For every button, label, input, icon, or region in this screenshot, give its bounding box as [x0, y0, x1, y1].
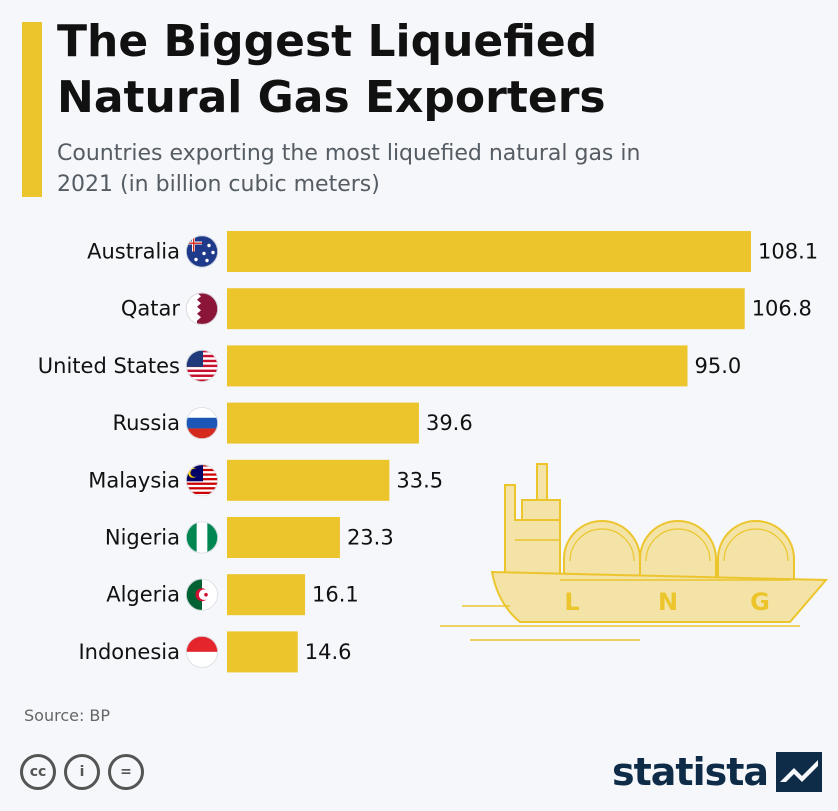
category-label: Malaysia	[88, 468, 180, 492]
value-label: 16.1	[312, 583, 359, 607]
nigeria-flag-icon	[185, 521, 218, 554]
bar-row: United States 95.0	[38, 345, 741, 387]
value-label: 39.6	[426, 411, 473, 435]
value-label: 108.1	[758, 240, 818, 264]
bar-row: Algeria 16.1	[106, 574, 359, 616]
bar	[227, 402, 419, 444]
cc-icon[interactable]: cc	[20, 754, 56, 790]
value-label: 23.3	[347, 526, 394, 550]
category-label: Qatar	[121, 297, 181, 321]
statista-brand[interactable]: statista	[612, 750, 823, 794]
bar-row: Qatar 106.8	[121, 288, 812, 330]
license-icons: cc i =	[20, 754, 144, 790]
page-title: The Biggest Liquefied Natural Gas Export…	[57, 16, 606, 123]
value-label: 14.6	[305, 640, 352, 664]
category-label: Russia	[112, 411, 180, 435]
bar	[227, 631, 298, 673]
statista-logo-icon	[776, 752, 823, 792]
bar	[227, 288, 745, 330]
category-label: United States	[38, 354, 180, 378]
source-note: Source: BP	[24, 706, 111, 725]
bar-row: Russia 39.6	[112, 402, 473, 444]
bar	[227, 231, 751, 272]
ship-letter: G	[750, 588, 770, 616]
bars-layer: Australia 108.1 Qatar 106.8 United States 95.…	[38, 231, 818, 673]
nd-icon[interactable]: =	[108, 754, 144, 790]
bar	[227, 574, 306, 616]
bar	[227, 459, 390, 501]
category-label: Algeria	[106, 583, 180, 607]
bar-row: Indonesia 14.6	[78, 631, 352, 673]
category-label: Indonesia	[78, 640, 180, 664]
indonesia-flag-icon	[185, 635, 218, 668]
australia-flag-icon	[185, 235, 218, 268]
bar	[227, 517, 340, 558]
category-label: Australia	[87, 240, 180, 264]
russia-flag-icon	[185, 407, 218, 440]
title-accent-bar	[22, 22, 42, 197]
page-subtitle: Countries exporting the most liquefied n…	[57, 141, 641, 197]
bar	[227, 345, 688, 387]
united-states-flag-icon	[185, 349, 218, 382]
ship-letter: N	[658, 588, 678, 616]
value-label: 106.8	[752, 297, 812, 321]
by-icon[interactable]: i	[64, 754, 100, 790]
malaysia-flag-icon	[185, 464, 218, 497]
brand-name: statista	[612, 750, 769, 794]
category-label: Nigeria	[105, 526, 180, 550]
bar-row: Nigeria 23.3	[105, 517, 394, 558]
qatar-flag-icon	[185, 292, 218, 325]
value-label: 95.0	[694, 354, 741, 378]
bar-row: Australia 108.1	[87, 231, 818, 272]
ship-letter: L	[564, 588, 579, 616]
algeria-flag-icon	[185, 578, 218, 611]
bar-chart: L N G Australia 108.1 Qatar 106.8 United State…	[38, 231, 829, 673]
bar-row: Malaysia 33.5	[88, 459, 443, 501]
value-label: 33.5	[396, 468, 443, 492]
